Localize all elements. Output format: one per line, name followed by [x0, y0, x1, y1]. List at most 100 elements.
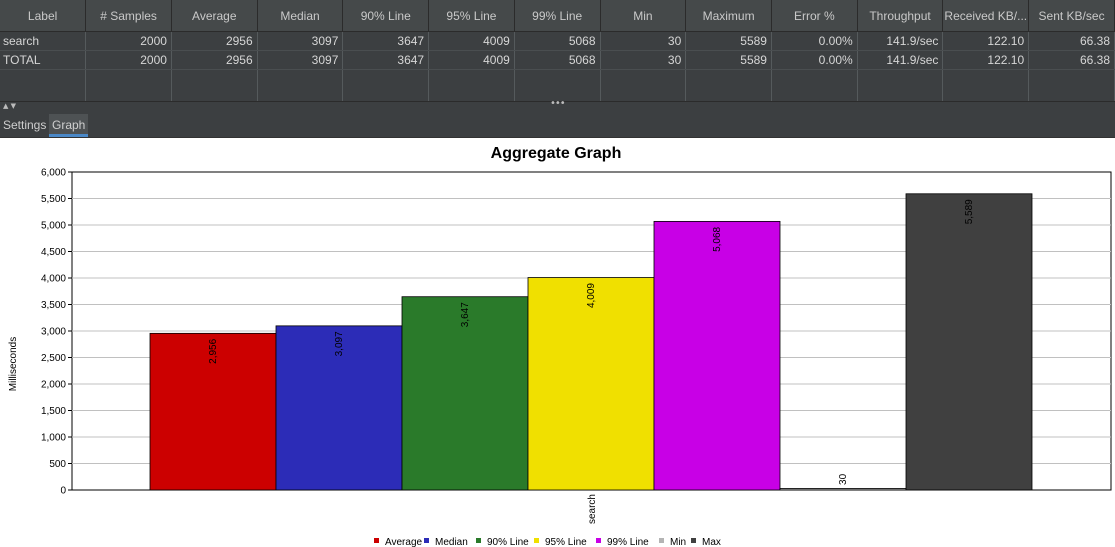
y-tick-label: 3,500: [41, 300, 66, 311]
collapse-arrows-icon[interactable]: ▲ ▼: [3, 102, 16, 110]
table-cell: 5589: [685, 50, 772, 70]
legend-label: 90% Line: [487, 537, 529, 547]
table-header-row: Label # Samples Average Median 90% Line 95% L…: [0, 0, 1115, 32]
legend-swatch: [691, 538, 696, 543]
table-cell: [171, 69, 258, 103]
table-cell: 141.9/sec: [857, 31, 944, 51]
table-cell: [85, 69, 172, 103]
table-cell: [771, 69, 858, 103]
table-cell: 3097: [257, 31, 344, 51]
table-cell: 5068: [514, 31, 601, 51]
tab-settings[interactable]: Settings: [3, 118, 47, 132]
legend-item: Max: [691, 537, 721, 547]
bar-average: [149, 332, 277, 491]
legend-item: 90% Line: [476, 537, 529, 547]
y-tick-label: 2,000: [41, 380, 66, 391]
table-cell: 4009: [428, 50, 515, 70]
legend-label: 95% Line: [545, 537, 587, 547]
table-cell: [1028, 69, 1115, 103]
column-header[interactable]: 99% Line: [514, 0, 601, 32]
legend-label: Median: [435, 537, 468, 547]
column-header[interactable]: Received KB/...: [942, 0, 1030, 32]
y-tick-label: 4,000: [41, 274, 66, 285]
legend-item: 95% Line: [534, 537, 587, 547]
y-tick-label: 4,500: [41, 247, 66, 258]
table-cell: 5589: [685, 31, 772, 51]
drag-grip-icon[interactable]: •••: [550, 98, 566, 109]
table-cell: 141.9/sec: [857, 50, 944, 70]
x-category-label: search: [587, 494, 598, 524]
y-tick-label: 6,000: [41, 168, 66, 179]
table-row-empty: [0, 69, 1115, 103]
bar-value-labels: 2,956 3,097 3,647 4,009 5,068 30 5,589: [208, 199, 975, 485]
bars: [149, 193, 1033, 491]
bar-value-label: 3,647: [460, 302, 471, 327]
table-cell: [685, 69, 772, 103]
column-header[interactable]: 95% Line: [428, 0, 515, 32]
table-cell: [342, 69, 430, 103]
legend-item: Average: [374, 537, 423, 547]
column-header[interactable]: Min: [600, 0, 687, 32]
legend-swatch: [424, 538, 429, 543]
legend-label: Min: [670, 537, 686, 547]
y-tick-label: 3,000: [41, 327, 66, 338]
bar-value-label: 5,589: [964, 199, 975, 224]
y-tick-label: 2,500: [41, 353, 66, 364]
table-cell: 0.00%: [771, 31, 858, 51]
tab-graph[interactable]: Graph: [49, 114, 89, 137]
table-cell: 3647: [342, 50, 430, 70]
table-cell: search: [0, 31, 87, 51]
legend-swatch: [476, 538, 481, 543]
y-tick-label: 5,000: [41, 221, 66, 232]
table-cell: 30: [600, 31, 687, 51]
table-cell: 4009: [428, 31, 515, 51]
column-header[interactable]: Error %: [771, 0, 858, 32]
legend-item: Min: [659, 537, 686, 547]
table-cell: [857, 69, 944, 103]
y-tick-label: 5,500: [41, 194, 66, 205]
aggregate-graph-chart: Aggregate Graph 0 500 1,000 1,500 2,000 2,500…: [8, 145, 1112, 547]
legend-item: Median: [424, 537, 468, 547]
column-header[interactable]: Maximum: [685, 0, 772, 32]
y-tick-label: 0: [60, 486, 66, 497]
column-header[interactable]: Median: [257, 0, 344, 32]
legend-label: 99% Line: [607, 537, 649, 547]
tab-bar: Settings Graph: [0, 111, 1115, 138]
table-cell: 3097: [257, 50, 344, 70]
legend-swatch: [534, 538, 539, 543]
bar-value-label: 5,068: [712, 226, 723, 251]
column-header[interactable]: Average: [171, 0, 258, 32]
aggregate-report-table: Label # Samples Average Median 90% Line 95% L…: [0, 0, 1115, 103]
table-row[interactable]: search 2000 2956 3097 3647 4009 5068 30 5589 0.00…: [0, 31, 1115, 51]
table-cell: 0.00%: [771, 50, 858, 70]
legend-label: Average: [385, 537, 423, 547]
legend-item: 99% Line: [596, 537, 649, 547]
y-axis-ticks: 0 500 1,000 1,500 2,000 2,500 3,000 3,500 4,000 4…: [41, 168, 72, 497]
column-header[interactable]: Label: [0, 0, 87, 32]
table-cell: [514, 69, 601, 103]
chart-title: Aggregate Graph: [491, 145, 622, 162]
column-header[interactable]: 90% Line: [342, 0, 430, 32]
column-header[interactable]: # Samples: [85, 0, 172, 32]
table-cell: [0, 69, 87, 103]
bar-max: [905, 193, 1033, 491]
table-cell: 66.38: [1028, 50, 1115, 70]
column-header[interactable]: Throughput: [857, 0, 944, 32]
table-cell: 3647: [342, 31, 430, 51]
table-cell: [428, 69, 515, 103]
y-tick-label: 500: [49, 459, 66, 470]
table-cell: 66.38: [1028, 31, 1115, 51]
table-cell: 5068: [514, 50, 601, 70]
table-cell: TOTAL: [0, 50, 87, 70]
table-cell: [942, 69, 1030, 103]
column-header[interactable]: Sent KB/sec: [1028, 0, 1115, 32]
table-cell: 2000: [85, 50, 172, 70]
bar-value-label: 2,956: [208, 338, 219, 363]
legend-label: Max: [702, 537, 721, 547]
bar-90-line: [401, 296, 529, 491]
split-pane-divider[interactable]: ▲ ▼ •••: [0, 98, 1115, 111]
table-cell: 122.10: [942, 50, 1030, 70]
table-cell: 30: [600, 50, 687, 70]
table-row[interactable]: TOTAL 2000 2956 3097 3647 4009 5068 30 5589 0.00%…: [0, 50, 1115, 70]
bar-value-label: 4,009: [586, 283, 597, 308]
